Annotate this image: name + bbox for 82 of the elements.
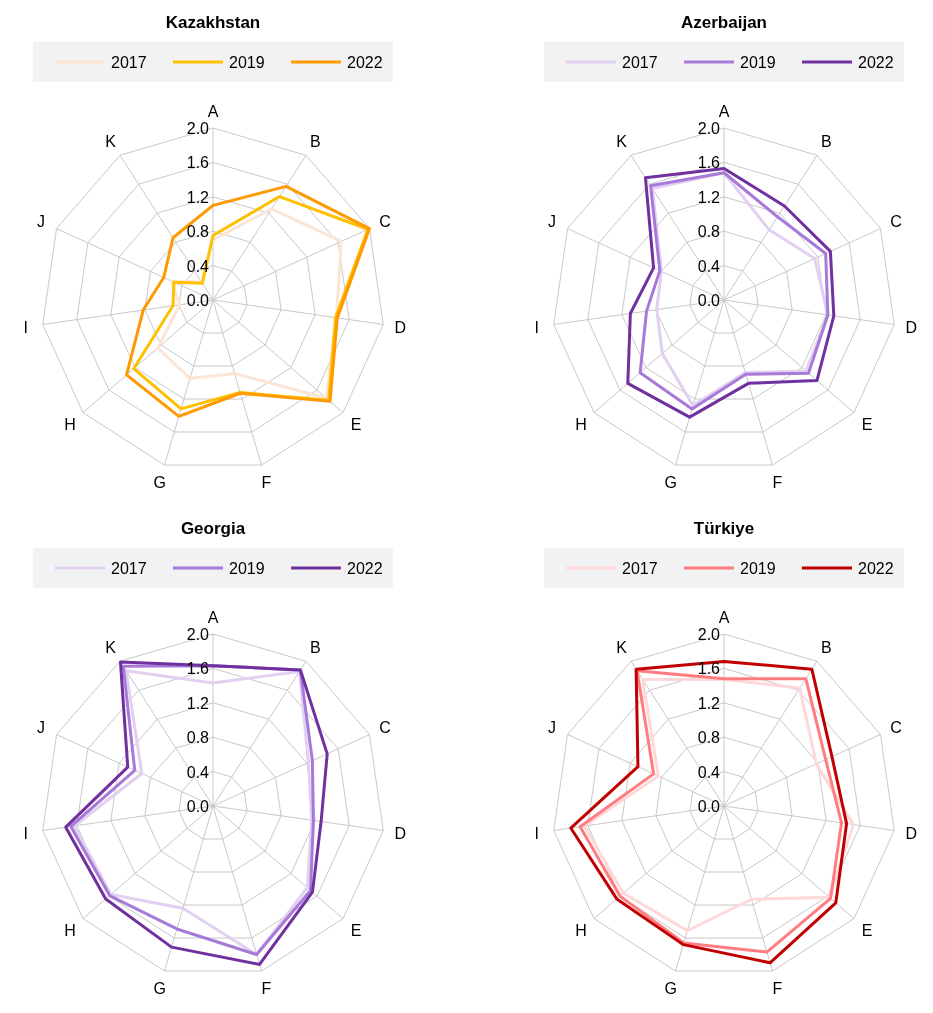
- spoke-label: J: [547, 719, 556, 737]
- spoke-label: G: [153, 979, 166, 997]
- spoke-label: I: [534, 318, 539, 336]
- spoke-label: C: [890, 719, 902, 737]
- y-tick-label: 1.6: [697, 660, 721, 678]
- spoke-label: F: [261, 979, 272, 997]
- chart-title: Georgia: [180, 519, 246, 538]
- spoke-label: E: [861, 921, 873, 939]
- spoke-label: G: [664, 473, 677, 491]
- spoke-label: E: [350, 921, 362, 939]
- legend-label: 2017: [111, 54, 147, 71]
- spoke-label: G: [153, 473, 166, 491]
- y-tick-label: 0.8: [186, 729, 210, 747]
- spoke-label: D: [394, 318, 407, 336]
- spoke-label: B: [309, 638, 321, 656]
- spoke-label: K: [616, 132, 628, 150]
- spoke-label: D: [905, 318, 918, 336]
- y-tick-label: 1.6: [186, 154, 210, 172]
- chart-title: Türkiye: [693, 519, 755, 538]
- legend-label: 2019: [740, 54, 776, 71]
- spoke-label: H: [64, 415, 76, 433]
- spoke-label: C: [379, 213, 391, 231]
- legend-label: 2022: [347, 560, 383, 577]
- spoke-label: A: [207, 608, 219, 626]
- y-tick-label: 1.2: [697, 694, 721, 712]
- spoke-label: F: [772, 473, 783, 491]
- spoke-label: B: [309, 132, 321, 150]
- legend-label: 2019: [229, 54, 265, 71]
- spoke-label: B: [820, 132, 832, 150]
- spoke-label: B: [820, 638, 832, 656]
- y-tick-label: 0.4: [697, 763, 721, 781]
- spoke-label: H: [575, 921, 587, 939]
- spoke-label: D: [905, 824, 918, 842]
- y-tick-label: 1.6: [697, 154, 721, 172]
- spoke-label: A: [718, 608, 730, 626]
- y-tick-label: 1.2: [186, 694, 210, 712]
- legend-label: 2019: [740, 560, 776, 577]
- spoke-label: J: [547, 213, 556, 231]
- legend-label: 2017: [111, 560, 147, 577]
- spoke-label: K: [105, 132, 117, 150]
- spoke-label: I: [534, 824, 539, 842]
- y-tick-label: 0.0: [697, 292, 721, 309]
- spoke-label: I: [23, 318, 28, 336]
- legend-label: 2017: [622, 54, 658, 71]
- y-tick-label: 0.4: [697, 257, 721, 275]
- spoke-label: G: [664, 979, 677, 997]
- y-tick-label: 0.0: [697, 798, 721, 815]
- y-tick-label: 0.8: [186, 223, 210, 241]
- y-tick-label: 2.0: [186, 626, 210, 643]
- chart-title: Azerbaijan: [681, 13, 767, 32]
- spoke-label: C: [379, 719, 391, 737]
- spoke-label: F: [261, 473, 272, 491]
- y-tick-label: 1.2: [186, 188, 210, 206]
- legend-label: 2022: [858, 54, 894, 71]
- y-tick-label: 0.0: [186, 798, 210, 815]
- y-tick-label: 2.0: [186, 120, 210, 137]
- spoke-label: D: [394, 824, 407, 842]
- legend-label: 2019: [229, 560, 265, 577]
- spoke-label: E: [350, 415, 362, 433]
- legend-label: 2022: [347, 54, 383, 71]
- spoke-label: H: [575, 415, 587, 433]
- spoke-label: K: [105, 638, 117, 656]
- y-tick-label: 2.0: [697, 120, 721, 137]
- y-tick-label: 0.0: [186, 292, 210, 309]
- spoke-label: C: [890, 213, 902, 231]
- spoke-label: A: [207, 102, 219, 120]
- y-tick-label: 0.8: [697, 729, 721, 747]
- legend-label: 2022: [858, 560, 894, 577]
- y-tick-label: 1.2: [697, 188, 721, 206]
- chart-title: Kazakhstan: [165, 13, 261, 32]
- spoke-label: J: [36, 213, 45, 231]
- spoke-label: H: [64, 921, 76, 939]
- y-tick-label: 0.4: [186, 763, 210, 781]
- spoke-label: E: [861, 415, 873, 433]
- legend-label: 2017: [622, 560, 658, 577]
- spoke-label: K: [616, 638, 628, 656]
- spoke-label: I: [23, 824, 28, 842]
- spoke-label: J: [36, 719, 45, 737]
- spoke-label: A: [718, 102, 730, 120]
- spoke-label: F: [772, 979, 783, 997]
- y-tick-label: 2.0: [697, 626, 721, 643]
- y-tick-label: 0.8: [697, 223, 721, 241]
